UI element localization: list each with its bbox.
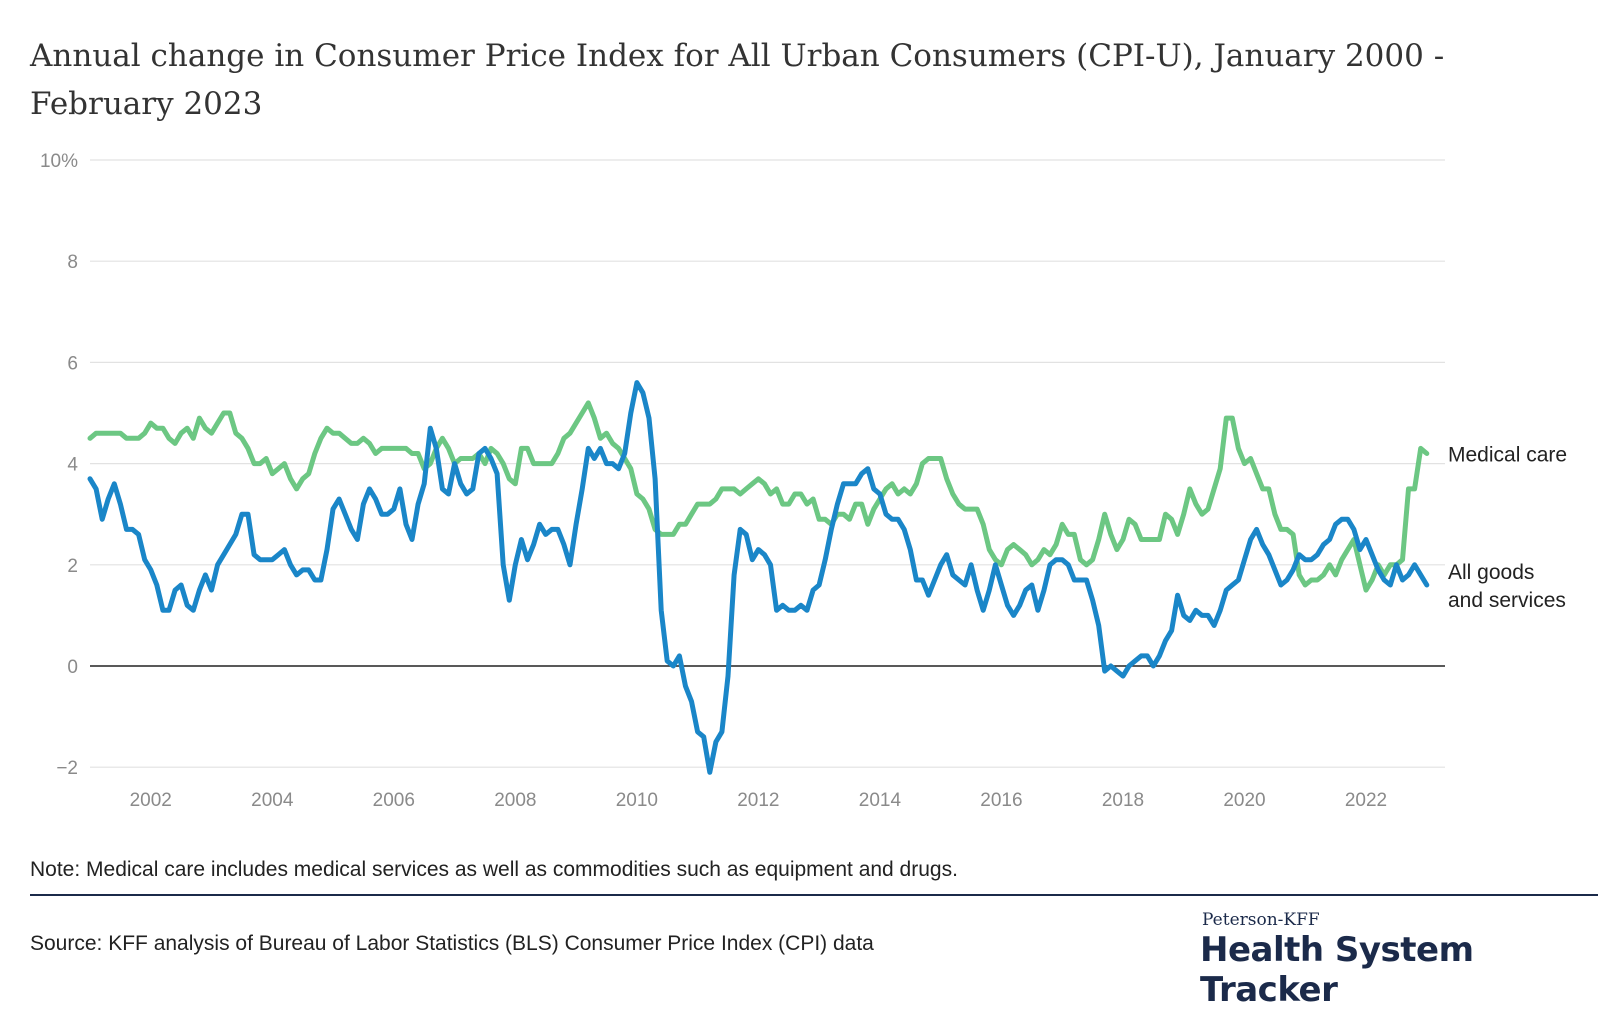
- x-tick-label: 2016: [980, 790, 1022, 811]
- y-tick-label: 8: [67, 252, 78, 273]
- x-tick-label: 2008: [494, 790, 536, 811]
- x-tick-label: 2006: [373, 790, 415, 811]
- chart-source: Source: KFF analysis of Bureau of Labor …: [30, 932, 874, 955]
- x-tick-label: 2002: [130, 790, 172, 811]
- gridlines: [90, 159, 1445, 768]
- x-axis-ticks: 2002 2004 2006 2008 2010 2012 2014 2016 2018 2020…: [130, 790, 1388, 811]
- series-line-all-goods-and-services: [87, 380, 1430, 775]
- x-tick-label: 2010: [616, 790, 658, 811]
- x-tick-label: 2018: [1102, 790, 1144, 811]
- y-tick-label: 2: [67, 556, 78, 577]
- y-tick-label: 6: [67, 353, 78, 374]
- y-tick-label: −2: [56, 758, 78, 779]
- chart-title: Annual change in Consumer Price Index fo…: [30, 38, 1445, 122]
- series-lines: [87, 380, 1430, 775]
- y-tick-label: 0: [67, 657, 78, 678]
- y-tick-label: 4: [67, 455, 78, 476]
- series-labels: All goods and services Medical care: [1448, 443, 1567, 612]
- x-tick-label: 2014: [859, 790, 902, 811]
- series-label: All goods: [1448, 561, 1534, 584]
- chart-note: Note: Medical care includes medical serv…: [30, 858, 958, 881]
- x-tick-label: 2020: [1223, 790, 1265, 811]
- footer-divider: [30, 894, 1598, 896]
- series-label: Medical care: [1448, 443, 1567, 466]
- y-axis-ticks: 10% 8 6 4 2 0 −2: [40, 151, 78, 779]
- brand-logo-top: Peterson-KFF: [1202, 910, 1320, 930]
- x-tick-label: 2012: [737, 790, 779, 811]
- series-line-medical-care: [87, 400, 1430, 593]
- x-tick-label: 2004: [251, 790, 294, 811]
- x-tick-label: 2022: [1345, 790, 1387, 811]
- series-label: and services: [1448, 589, 1566, 612]
- brand-logo-title: Health System Tracker: [1200, 930, 1474, 1010]
- y-tick-label: 10%: [40, 151, 78, 172]
